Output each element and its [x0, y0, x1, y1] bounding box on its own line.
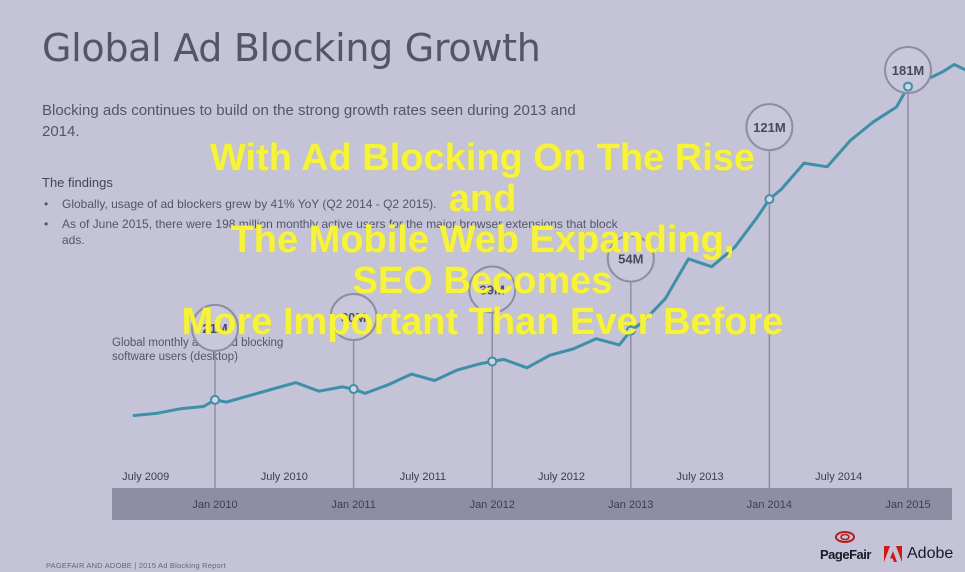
- data-point: [348, 384, 359, 395]
- data-point: [764, 194, 775, 205]
- annotation-label: 30M: [341, 310, 366, 325]
- adobe-icon: [884, 546, 902, 562]
- overlay-line: With Ad Blocking On The Rise: [209, 137, 756, 179]
- pagefair-icon: [835, 531, 855, 543]
- adobe-logo: Adobe: [884, 544, 953, 564]
- x-tick-label: July 2010: [261, 471, 308, 483]
- annotation-label: 181M: [892, 63, 925, 78]
- finding-item: Globally, usage of ad blockers grew by 4…: [42, 196, 622, 212]
- slide-subtitle: Blocking ads continues to build on the s…: [42, 102, 576, 140]
- x-tick-label: July 2014: [815, 471, 862, 483]
- slide-title: Global Ad Blocking Growth: [42, 26, 541, 70]
- adobe-wordmark: Adobe: [907, 545, 954, 562]
- overlay-line: The Mobile Web Expanding,: [230, 219, 735, 261]
- finding-item: As of June 2015, there were 198 million …: [42, 216, 622, 248]
- pagefair-wordmark: PageFair: [820, 547, 871, 562]
- overlay-line: SEO Becomes: [352, 260, 613, 302]
- annotation-label: 121M: [753, 120, 786, 135]
- annotation-bubble: [745, 103, 794, 152]
- x-tick-label: July 2013: [677, 471, 724, 483]
- annotation-drop-lines: [214, 94, 909, 490]
- x-tick-label: July 2011: [400, 471, 446, 483]
- x-tick-label: Jan 2014: [747, 499, 792, 511]
- overlay-line: More Important Than Ever Before: [181, 301, 784, 343]
- x-tick-label: Jan 2012: [470, 499, 515, 511]
- data-point: [903, 81, 913, 92]
- x-tick-label: Jan 2013: [608, 499, 653, 511]
- footer-note: PAGEFAIR AND ADOBE | 2015 Ad Blocking Re…: [46, 561, 226, 570]
- series-line: [132, 63, 965, 417]
- annotation-label: 54M: [618, 252, 643, 267]
- annotation-label: 39M: [480, 282, 505, 297]
- x-tick-label: Jan 2015: [885, 499, 930, 511]
- data-point: [210, 394, 220, 405]
- data-point: [625, 325, 636, 336]
- overlay-headline: With Ad Blocking On The Rise and The Mob…: [40, 138, 925, 343]
- annotation-bubble: [329, 293, 378, 342]
- annotation-bubble: [468, 265, 517, 314]
- x-ticks-top: July 2009 July 2010 July 2011 July 2012 July…: [122, 471, 862, 483]
- annotation-bubble: [606, 234, 655, 283]
- data-point: [487, 356, 498, 367]
- annotation-bubble: [191, 303, 239, 352]
- x-tick-label: July 2009: [122, 471, 169, 483]
- annotation-label: 21M: [202, 321, 227, 336]
- x-tick-label: Jan 2010: [192, 499, 237, 511]
- x-axis-band: [112, 488, 952, 520]
- annotation-markers: 21M 30M 39M 54M 121M 181M: [191, 46, 932, 405]
- findings-list: Globally, usage of ad blockers grew by 4…: [42, 196, 622, 252]
- overlay-line: and: [448, 178, 517, 220]
- pagefair-logo: PageFair: [818, 529, 878, 567]
- x-tick-label: Jan 2011: [331, 499, 375, 511]
- x-tick-label: July 2012: [538, 471, 585, 483]
- x-ticks-bottom: Jan 2010 Jan 2011 Jan 2012 Jan 2013 Jan 2014…: [192, 499, 930, 511]
- findings-heading: The findings: [42, 175, 113, 190]
- annotation-bubble: [884, 46, 932, 94]
